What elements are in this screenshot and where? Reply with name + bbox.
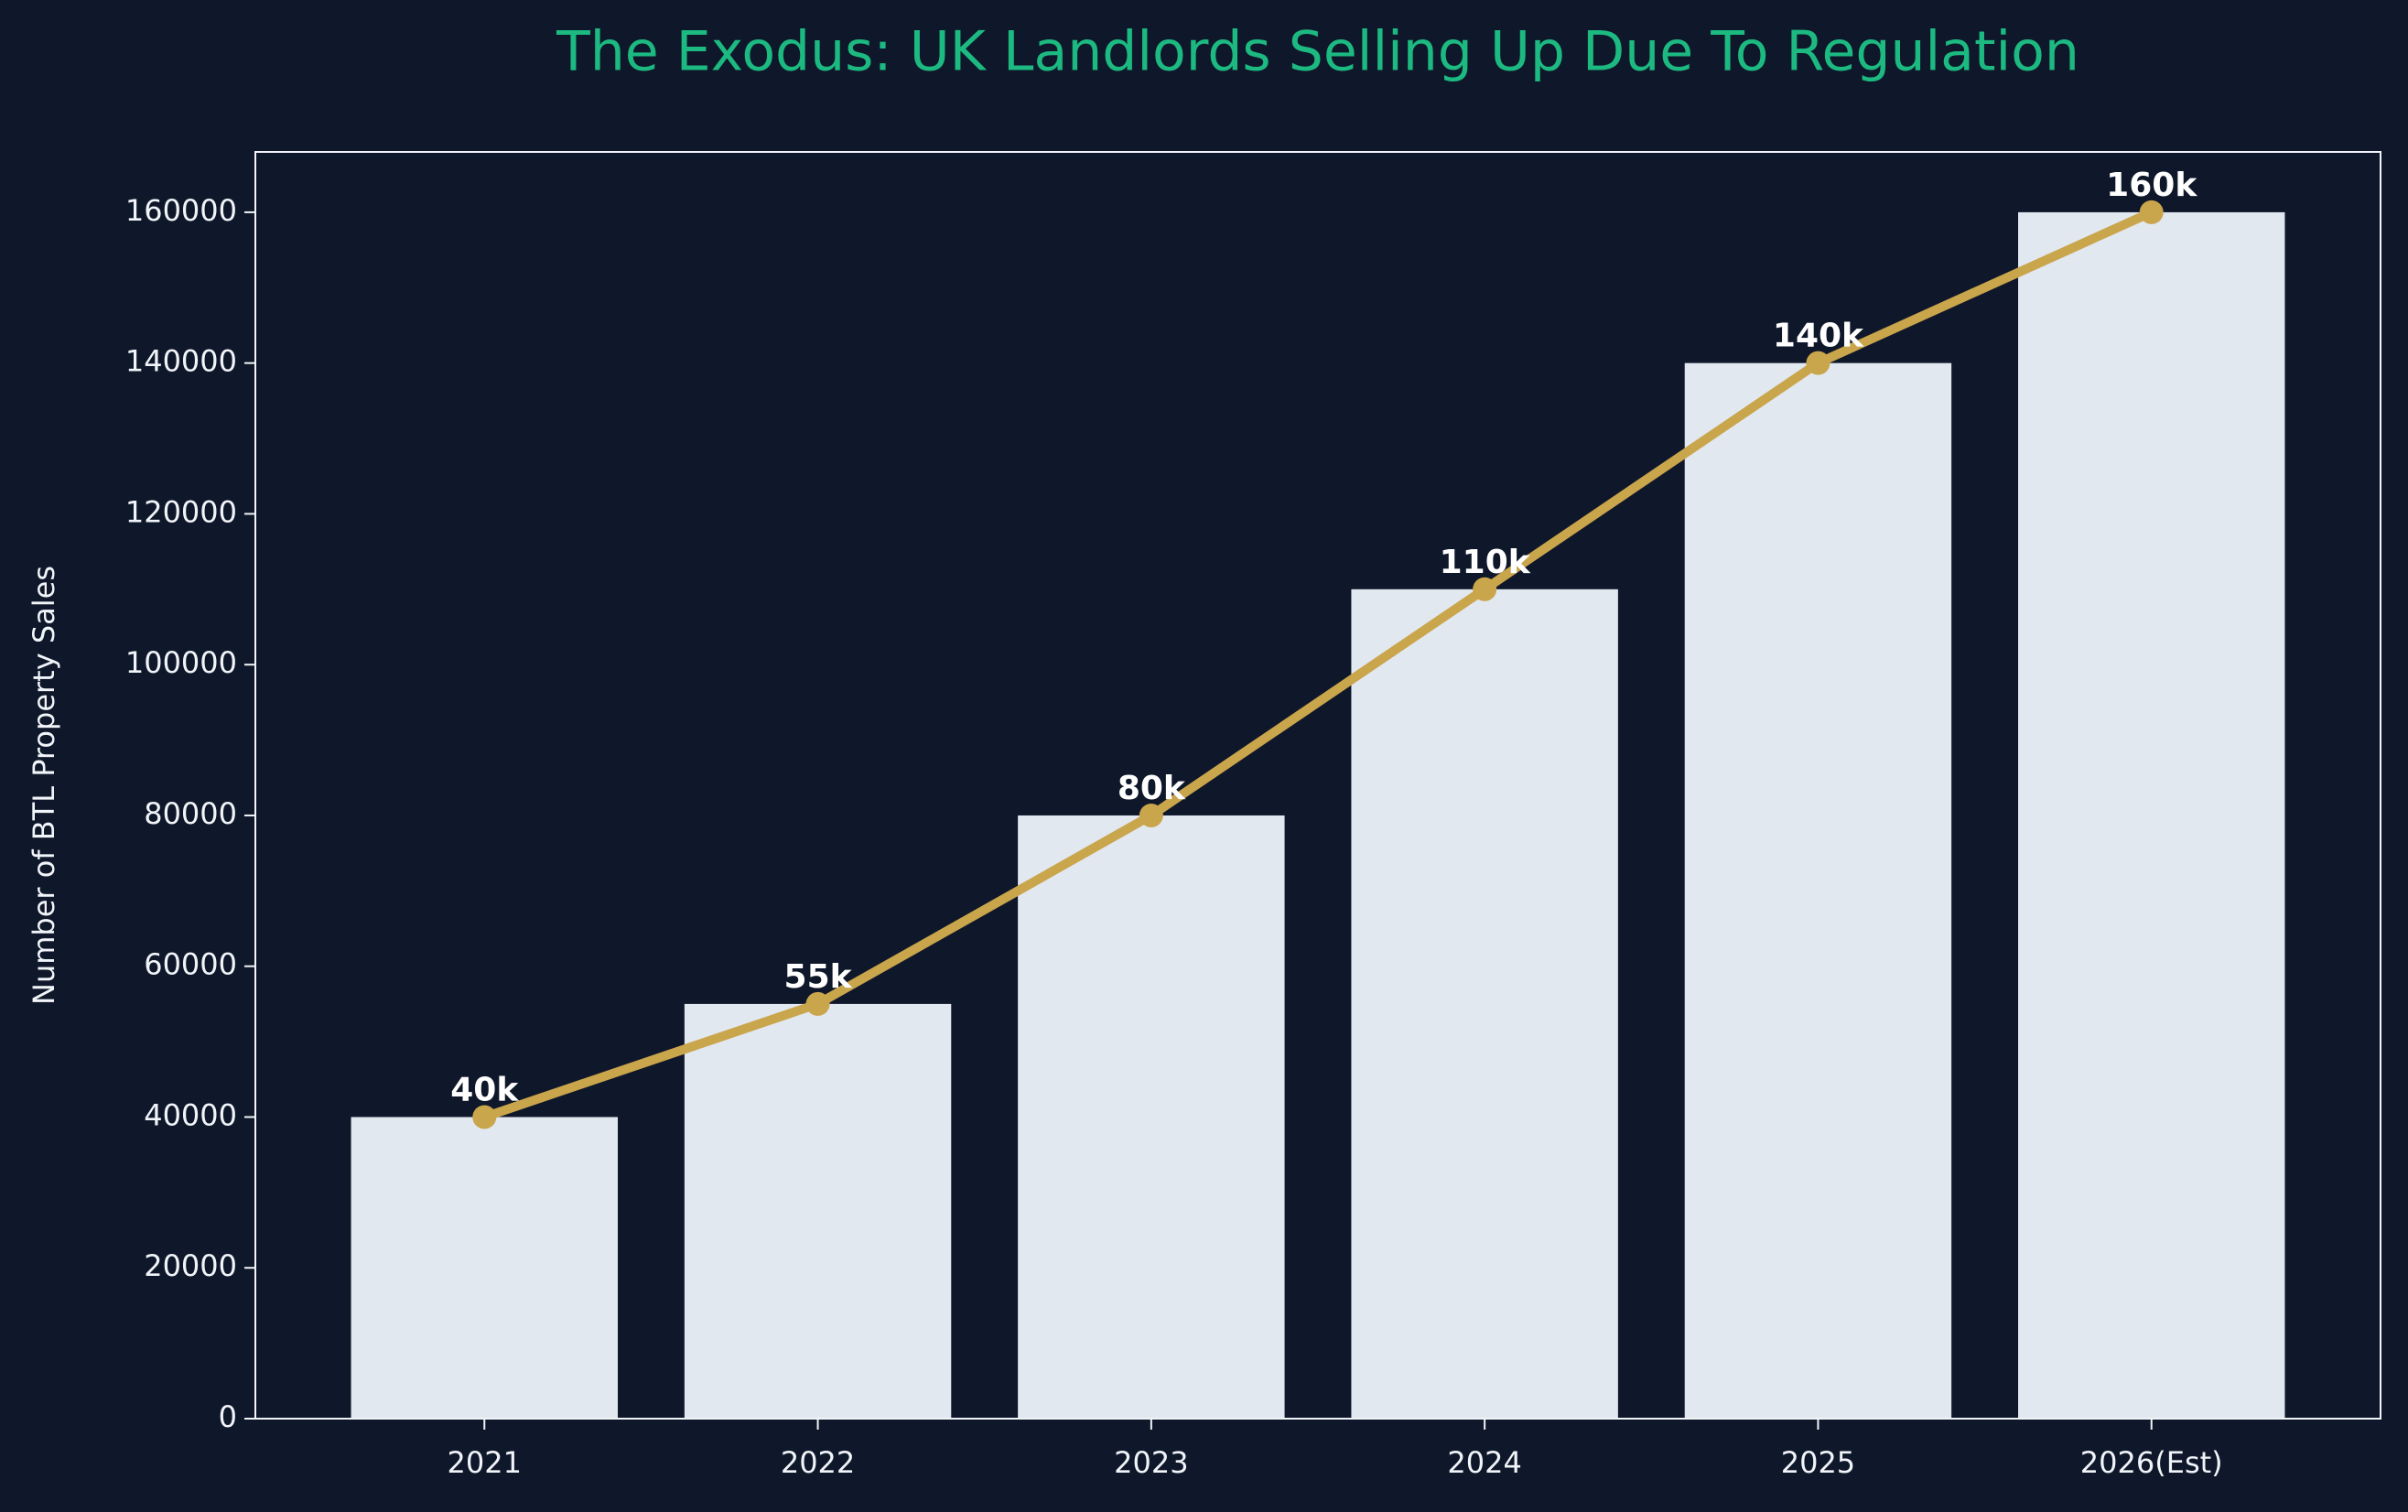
value-label: 55k — [784, 958, 853, 996]
value-label: 140k — [1773, 318, 1864, 355]
bar — [684, 1003, 952, 1419]
x-tick-label: 2021 — [448, 1445, 522, 1480]
trend-line — [482, 208, 2154, 1122]
value-label: 80k — [1118, 770, 1186, 807]
x-tick-label: 2024 — [1447, 1445, 1521, 1480]
bar — [2018, 211, 2285, 1419]
y-tick-label: 120000 — [125, 494, 237, 529]
x-tick-label: 2023 — [1114, 1445, 1188, 1480]
bar — [351, 1117, 618, 1419]
plot-frame — [254, 151, 2381, 1420]
bar — [1684, 362, 1952, 1420]
y-tick-label: 60000 — [144, 947, 237, 982]
bar — [1018, 815, 1285, 1419]
y-axis-label: Number of BTL Property Sales — [27, 566, 61, 1005]
y-tick-label: 80000 — [144, 796, 237, 831]
x-tick-label: 2026(Est) — [2080, 1445, 2223, 1480]
y-tick-label: 160000 — [125, 193, 237, 228]
bar — [1351, 589, 1618, 1419]
x-tick-label: 2025 — [1781, 1445, 1855, 1480]
y-tick-label: 20000 — [144, 1248, 237, 1283]
trend-point — [805, 991, 830, 1016]
y-tick-label: 140000 — [125, 344, 237, 379]
trend-point — [472, 1105, 497, 1129]
y-tick-label: 0 — [219, 1399, 237, 1434]
value-label: 40k — [450, 1071, 519, 1108]
x-tick-label: 2022 — [781, 1445, 855, 1480]
y-tick-label: 40000 — [144, 1097, 237, 1132]
value-label: 110k — [1440, 544, 1531, 581]
y-tick-label: 100000 — [125, 645, 237, 680]
trend-point — [1473, 577, 1497, 601]
trend-point — [1139, 803, 1163, 827]
trend-point — [2139, 200, 2164, 224]
chart-title: The Exodus: UK Landlords Selling Up Due … — [556, 20, 2079, 84]
trend-point — [1806, 351, 1830, 375]
value-label: 160k — [2106, 167, 2197, 204]
